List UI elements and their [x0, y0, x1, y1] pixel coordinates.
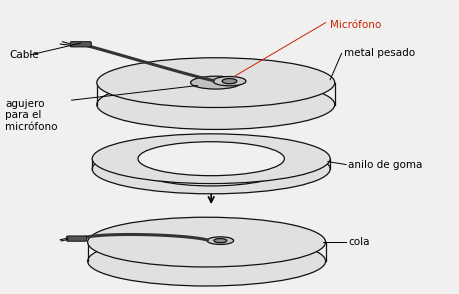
Ellipse shape — [138, 142, 285, 176]
Ellipse shape — [213, 76, 246, 86]
Ellipse shape — [214, 239, 227, 243]
Ellipse shape — [190, 76, 241, 89]
Ellipse shape — [138, 152, 285, 186]
Ellipse shape — [97, 80, 335, 129]
Text: metal pesado: metal pesado — [344, 49, 415, 59]
Ellipse shape — [88, 236, 325, 286]
FancyBboxPatch shape — [67, 236, 87, 241]
Ellipse shape — [222, 78, 237, 84]
Text: Cable: Cable — [10, 50, 39, 60]
Ellipse shape — [92, 134, 330, 183]
FancyBboxPatch shape — [70, 42, 91, 47]
Text: agujero
para el
micrófono: agujero para el micrófono — [5, 99, 58, 132]
Text: cola: cola — [348, 237, 370, 247]
Ellipse shape — [88, 217, 325, 267]
Ellipse shape — [97, 58, 335, 108]
Text: Micrófono: Micrófono — [330, 20, 381, 30]
Ellipse shape — [92, 144, 330, 194]
Text: anilo de goma: anilo de goma — [348, 160, 423, 170]
Ellipse shape — [207, 237, 234, 244]
